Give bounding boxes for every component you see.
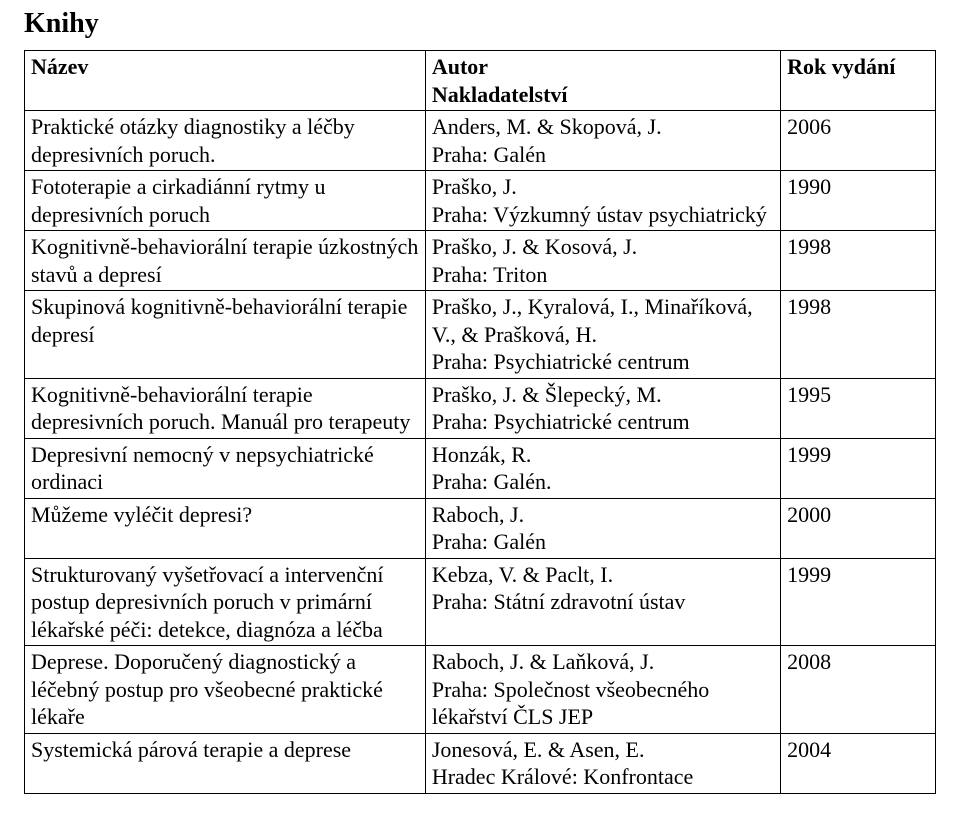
- cell-author: Praško, J., Kyralová, I., Minaříková, V.…: [425, 291, 780, 379]
- cell-name: Kognitivně-behaviorální terapie úzkostný…: [25, 231, 426, 291]
- cell-year: 2004: [781, 733, 936, 793]
- publisher-text: Praha: Triton: [432, 261, 774, 289]
- table-row: Deprese. Doporučený diagnostický a léčeb…: [25, 646, 936, 734]
- table-row: Skupinová kognitivně-behaviorální terapi…: [25, 291, 936, 379]
- col-header-name: Název: [25, 51, 426, 111]
- publisher-text: Praha: Galén: [432, 141, 774, 169]
- cell-name: Kognitivně-behaviorální terapie depresiv…: [25, 378, 426, 438]
- table-row: Praktické otázky diagnostiky a léčby dep…: [25, 111, 936, 171]
- publisher-text: Praha: Galén.: [432, 468, 774, 496]
- cell-author: Praško, J. & Šlepecký, M. Praha: Psychia…: [425, 378, 780, 438]
- cell-author: Raboch, J. & Laňková, J. Praha: Společno…: [425, 646, 780, 734]
- publisher-text: Praha: Státní zdravotní ústav: [432, 588, 774, 616]
- cell-author: Raboch, J. Praha: Galén: [425, 498, 780, 558]
- publisher-text: Praha: Výzkumný ústav psychiatrický: [432, 201, 774, 229]
- cell-name: Depresivní nemocný v nepsychiatrické ord…: [25, 438, 426, 498]
- cell-name: Praktické otázky diagnostiky a léčby dep…: [25, 111, 426, 171]
- table-header-row: Název Autor Nakladatelství Rok vydání: [25, 51, 936, 111]
- author-text: Praško, J., Kyralová, I., Minaříková, V.…: [432, 294, 753, 347]
- cell-author: Anders, M. & Skopová, J. Praha: Galén: [425, 111, 780, 171]
- table-row: Můžeme vyléčit depresi? Raboch, J. Praha…: [25, 498, 936, 558]
- cell-year: 1998: [781, 291, 936, 379]
- cell-author: Praško, J. Praha: Výzkumný ústav psychia…: [425, 171, 780, 231]
- cell-name: Strukturovaný vyšetřovací a intervenční …: [25, 558, 426, 646]
- cell-year: 2008: [781, 646, 936, 734]
- cell-year: 1999: [781, 438, 936, 498]
- table-row: Strukturovaný vyšetřovací a intervenční …: [25, 558, 936, 646]
- publisher-text: Praha: Psychiatrické centrum: [432, 408, 774, 436]
- col-header-author-line1: Autor: [432, 54, 488, 79]
- author-text: Anders, M. & Skopová, J.: [432, 114, 662, 139]
- cell-year: 1999: [781, 558, 936, 646]
- publisher-text: Praha: Galén: [432, 528, 774, 556]
- cell-year: 1998: [781, 231, 936, 291]
- cell-year: 1995: [781, 378, 936, 438]
- author-text: Praško, J.: [432, 174, 517, 199]
- page-title: Knihy: [24, 8, 936, 40]
- cell-author: Jonesová, E. & Asen, E. Hradec Králové: …: [425, 733, 780, 793]
- publisher-text: Praha: Psychiatrické centrum: [432, 348, 774, 376]
- author-text: Praško, J. & Kosová, J.: [432, 234, 637, 259]
- page: Knihy Název Autor Nakladatelství Rok vyd…: [0, 0, 960, 818]
- publisher-text: Hradec Králové: Konfrontace: [432, 763, 774, 791]
- col-header-author: Autor Nakladatelství: [425, 51, 780, 111]
- cell-name: Systemická párová terapie a deprese: [25, 733, 426, 793]
- author-text: Kebza, V. & Paclt, I.: [432, 562, 613, 587]
- author-text: Raboch, J. & Laňková, J.: [432, 649, 654, 674]
- cell-year: 1990: [781, 171, 936, 231]
- author-text: Raboch, J.: [432, 502, 524, 527]
- author-text: Praško, J. & Šlepecký, M.: [432, 382, 662, 407]
- publisher-text: Praha: Společnost všeobecného lékařství …: [432, 676, 774, 731]
- author-text: Jonesová, E. & Asen, E.: [432, 737, 645, 762]
- cell-author: Honzák, R. Praha: Galén.: [425, 438, 780, 498]
- cell-author: Kebza, V. & Paclt, I. Praha: Státní zdra…: [425, 558, 780, 646]
- cell-year: 2000: [781, 498, 936, 558]
- col-header-author-line2: Nakladatelství: [432, 82, 568, 107]
- author-text: Honzák, R.: [432, 442, 532, 467]
- table-row: Kognitivně-behaviorální terapie depresiv…: [25, 378, 936, 438]
- table-row: Fototerapie a cirkadiánní rytmy u depres…: [25, 171, 936, 231]
- table-row: Kognitivně-behaviorální terapie úzkostný…: [25, 231, 936, 291]
- cell-year: 2006: [781, 111, 936, 171]
- table-body: Praktické otázky diagnostiky a léčby dep…: [25, 111, 936, 794]
- cell-name: Fototerapie a cirkadiánní rytmy u depres…: [25, 171, 426, 231]
- cell-name: Skupinová kognitivně-behaviorální terapi…: [25, 291, 426, 379]
- cell-author: Praško, J. & Kosová, J. Praha: Triton: [425, 231, 780, 291]
- table-row: Depresivní nemocný v nepsychiatrické ord…: [25, 438, 936, 498]
- col-header-year: Rok vydání: [781, 51, 936, 111]
- cell-name: Můžeme vyléčit depresi?: [25, 498, 426, 558]
- table-row: Systemická párová terapie a deprese Jone…: [25, 733, 936, 793]
- cell-name: Deprese. Doporučený diagnostický a léčeb…: [25, 646, 426, 734]
- books-table: Název Autor Nakladatelství Rok vydání Pr…: [24, 50, 936, 794]
